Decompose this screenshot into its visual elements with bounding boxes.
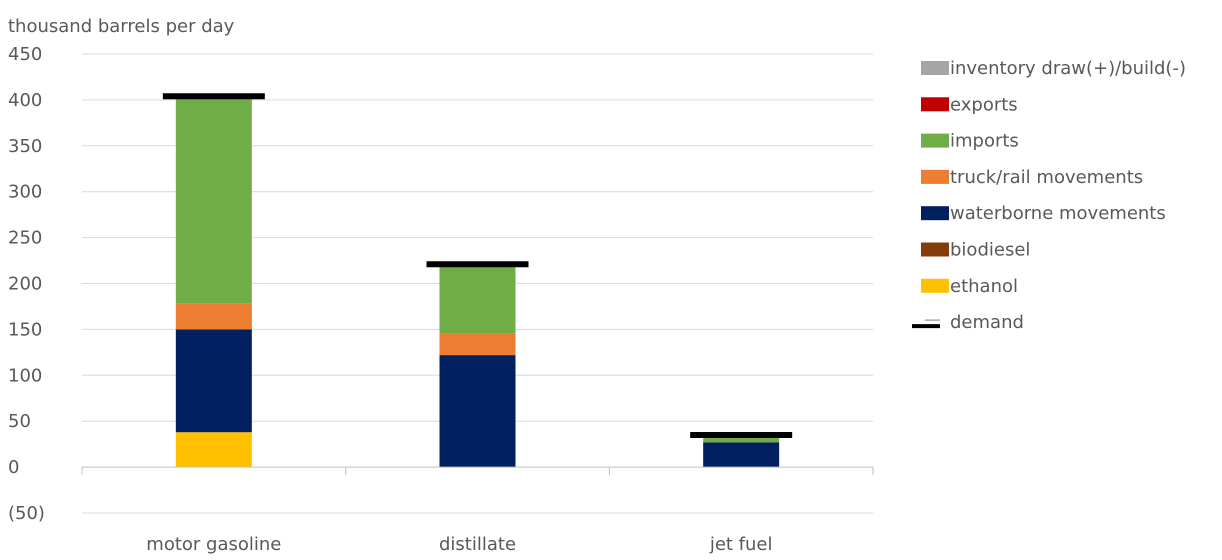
legend-swatch [921,133,949,148]
bar-truck-rail-movements [175,303,252,330]
y-tick-label: 400 [8,90,42,111]
x-tick-label: motor gasoline [146,534,281,555]
legend-label: inventory draw(+)/build(-) [950,58,1186,79]
x-tick-label: jet fuel [709,534,773,555]
y-tick-label: 0 [8,457,19,478]
legend-swatch [921,278,949,293]
y-tick-label: 200 [8,274,42,295]
bar-truck-rail-movements [439,333,516,356]
y-tick-label: 300 [8,182,42,203]
bar-ethanol [175,432,252,468]
y-axis-unit-label: thousand barrels per day [8,16,235,37]
bar-waterborne-movements [703,442,780,468]
y-tick-label: 350 [8,136,42,157]
x-tick-label: distillate [439,534,516,555]
legend-swatch [921,242,949,257]
legend-swatch [921,169,949,184]
y-tick-label: 50 [8,411,31,432]
y-tick-label: (50) [8,503,45,524]
y-tick-label: 450 [8,44,42,65]
legend-label: demand [950,312,1024,333]
bar-waterborne-movements [175,329,252,433]
legend-label: biodiesel [950,240,1030,261]
bar-imports [439,266,516,334]
y-tick-label: 100 [8,365,42,386]
bar-waterborne-movements [439,355,516,468]
legend-swatch [921,206,949,221]
legend-label: ethanol [950,276,1018,297]
legend-label: exports [950,94,1018,115]
y-tick-label: 150 [8,319,42,340]
legend-label: imports [950,131,1019,152]
bar-imports [703,437,780,443]
legend-label: waterborne movements [950,203,1166,224]
bar-imports [175,98,252,304]
y-tick-label: 250 [8,228,42,249]
legend-swatch [921,97,949,112]
legend-label: truck/rail movements [950,167,1143,188]
legend-swatch [921,61,949,75]
